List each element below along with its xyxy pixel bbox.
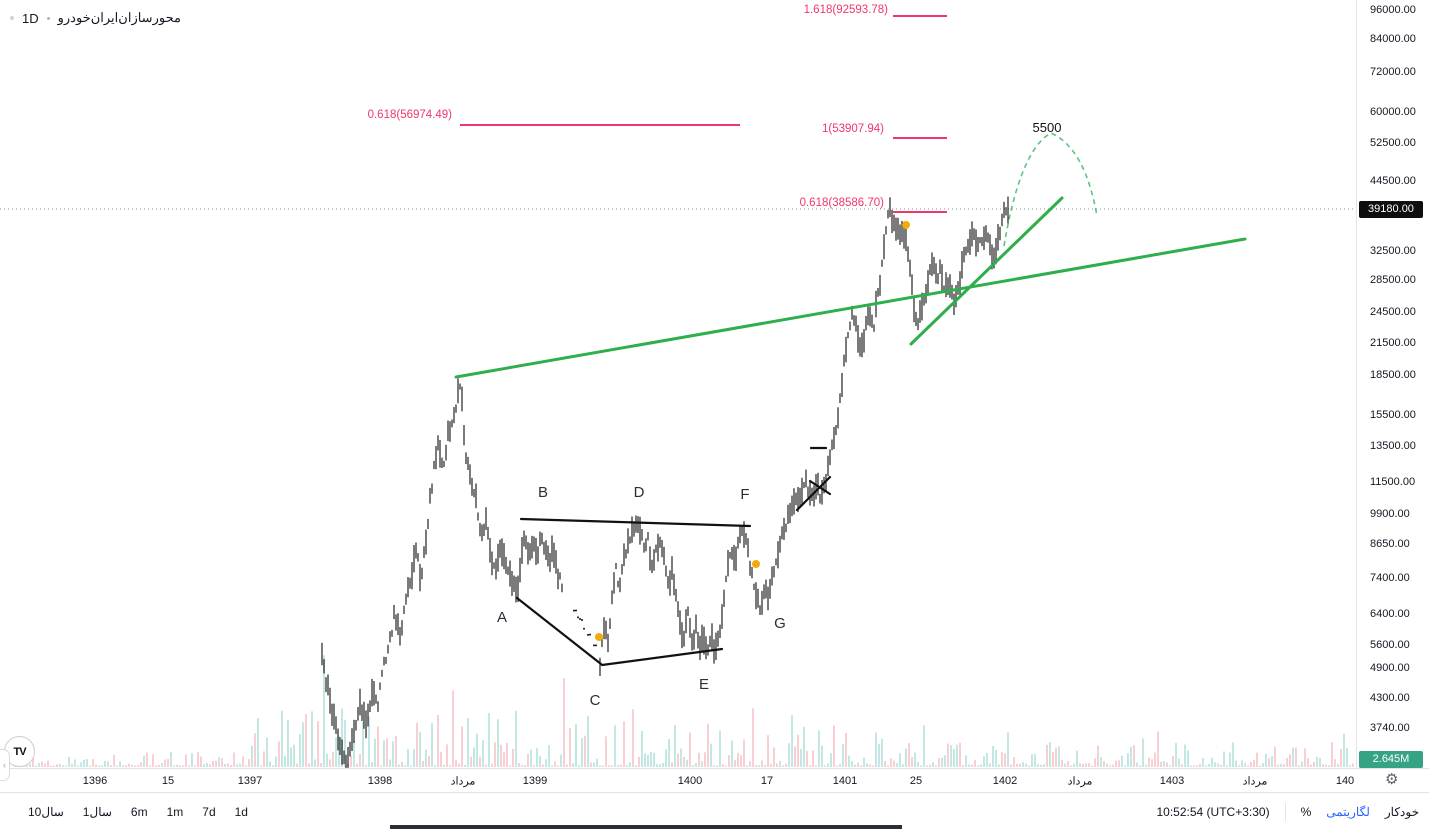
time-tick-label: 25 [909, 775, 923, 787]
range-buttons: 10سال 1سال 6m 1m 7d 1d [0, 805, 248, 819]
volume-bars [14, 655, 1354, 767]
bottom-toolbar: 10سال 1سال 6m 1m 7d 1d 10:52:54 (UTC+3:3… [0, 792, 1429, 829]
time-tick-label: 1397 [237, 775, 263, 787]
price-axis[interactable]: 96000.00 84000.00 72000.00 60000.00 52500.00… [1356, 0, 1429, 768]
price-tick-label: 18500.00 [1370, 369, 1416, 381]
price-tick-label: 6400.00 [1370, 608, 1410, 620]
price-tick-label: 11500.00 [1370, 476, 1416, 488]
chart-canvas[interactable]: 5500 1.618(92593.78) 0.618(56974.49) 1(5390… [0, 0, 1356, 780]
range-6m-button[interactable]: 6m [130, 804, 148, 819]
range-10y-button[interactable]: 10سال [28, 804, 64, 819]
volume-badge: 2.645M [1359, 750, 1423, 768]
fib-level-label: 0.618(56974.49) [368, 109, 453, 121]
pattern-letters[interactable]: A B C D E F G [497, 484, 786, 709]
time-axis[interactable]: 1396 15 1397 1398 مرداد 1399 1400 17 1401 25 1402 م… [0, 768, 1429, 793]
range-1m-button[interactable]: 1m [166, 804, 184, 819]
price-tick-label: 96000.00 [1370, 4, 1416, 16]
volume-value: 2.645M [1372, 753, 1410, 765]
current-price-badge: 39180.00 [1359, 200, 1423, 218]
time-tick-label: 1402 [992, 775, 1018, 787]
time-tick-label: 1396 [82, 775, 108, 787]
price-tick-label: 4300.00 [1370, 692, 1410, 704]
green-trend-lines[interactable] [454, 196, 1247, 379]
sidebar-collapse-handle[interactable]: ‹ [0, 749, 10, 781]
price-tick-label: 8650.00 [1370, 538, 1410, 550]
price-tick-label: 5600.00 [1370, 639, 1410, 651]
time-tick-label: 1398 [367, 775, 393, 787]
price-tick-label: 9900.00 [1370, 508, 1410, 520]
time-tick-label: مرداد [450, 775, 476, 788]
price-tick-label: 4900.00 [1370, 662, 1410, 674]
candlestick-series[interactable] [321, 196, 1009, 780]
price-tick-label: 60000.00 [1370, 106, 1416, 118]
time-tick-label: 140 [1335, 775, 1355, 787]
log-scale-button[interactable]: لگاریتمی [1326, 804, 1370, 819]
current-price-value: 39180.00 [1368, 203, 1414, 215]
clock-label[interactable]: 10:52:54 (UTC+3:30) [1156, 804, 1270, 819]
pattern-lines[interactable] [515, 446, 832, 667]
time-tick-label: 17 [760, 775, 774, 787]
projection-target-label: 5500 [1033, 120, 1062, 135]
price-tick-label: 84000.00 [1370, 33, 1416, 45]
gear-icon[interactable]: ⚙ [1385, 771, 1399, 788]
timeframe-label[interactable]: 1D [22, 10, 39, 26]
symbol-name[interactable]: محورسازان‌ایران‌خودرو [57, 10, 181, 25]
window-edge-strip [390, 825, 902, 829]
fib-level-label: 1(53907.94) [822, 123, 884, 135]
fib-level-label: 1.618(92593.78) [804, 4, 889, 16]
separator-dot-icon [46, 16, 50, 20]
price-tick-label: 44500.00 [1370, 175, 1416, 187]
percent-scale-button[interactable]: % [1300, 804, 1312, 819]
pattern-letter-E: E [699, 676, 709, 693]
marker-dots[interactable] [595, 221, 910, 641]
price-tick-label: 52500.00 [1370, 137, 1416, 149]
pattern-letter-F: F [740, 486, 749, 503]
status-dot-icon [10, 16, 14, 20]
scale-controls: 10:52:54 (UTC+3:30) % لگاریتمی خودکار [1156, 802, 1429, 821]
auto-scale-button[interactable]: خودکار [1384, 804, 1419, 819]
projection-arc[interactable]: 5500 [1003, 120, 1098, 247]
price-tick-label: 28500.00 [1370, 274, 1416, 286]
range-7d-button[interactable]: 7d [202, 804, 216, 819]
chart-svg[interactable]: 5500 1.618(92593.78) 0.618(56974.49) 1(5390… [0, 0, 1356, 780]
pattern-letter-B: B [538, 484, 548, 501]
time-tick-label: مرداد [1067, 775, 1093, 788]
fib-level-label: 0.618(38586.70) [800, 197, 885, 209]
symbol-header[interactable]: 1D محورسازان‌ایران‌خودرو [10, 10, 181, 26]
pattern-letter-D: D [634, 484, 645, 501]
price-tick-label: 72000.00 [1370, 66, 1416, 78]
time-tick-label: مرداد [1242, 775, 1268, 788]
price-tick-label: 32500.00 [1370, 245, 1416, 257]
time-tick-label: 1399 [522, 775, 548, 787]
price-tick-label: 7400.00 [1370, 572, 1410, 584]
price-tick-label: 24500.00 [1370, 306, 1416, 318]
time-tick-label: 1401 [832, 775, 858, 787]
fib-retracement[interactable]: 1.618(92593.78) 0.618(56974.49) 1(53907.94… [368, 4, 947, 213]
time-tick-label: 1403 [1159, 775, 1185, 787]
price-tick-label: 21500.00 [1370, 337, 1416, 349]
pattern-letter-C: C [590, 692, 601, 709]
range-1y-button[interactable]: 1سال [82, 804, 112, 819]
toolbar-divider [1284, 802, 1286, 821]
price-tick-label: 15500.00 [1370, 409, 1416, 421]
pattern-letter-A: A [497, 609, 507, 626]
range-1d-button[interactable]: 1d [234, 804, 248, 819]
time-tick-label: 1400 [677, 775, 703, 787]
price-tick-label: 13500.00 [1370, 440, 1416, 452]
pattern-letter-G: G [774, 615, 786, 632]
price-tick-label: 3740.00 [1370, 722, 1410, 734]
time-tick-label: 15 [161, 775, 175, 787]
chevron-left-icon: ‹ [3, 760, 6, 770]
